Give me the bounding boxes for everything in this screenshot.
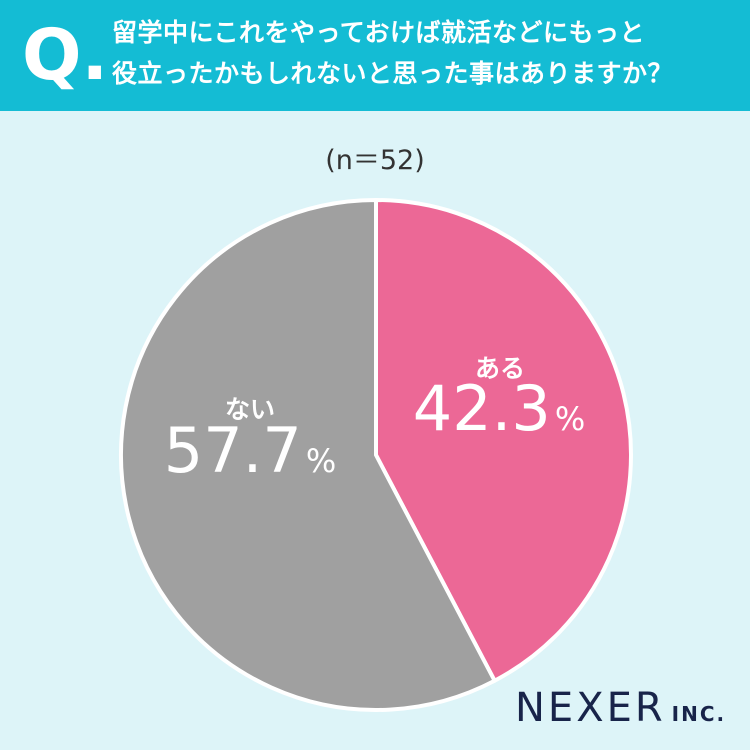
slice-nai bbox=[119, 198, 497, 712]
question-text: 留学中にこれをやっておけば就活などにもっと 役立ったかもしれないと思った事はあり… bbox=[112, 12, 742, 94]
question-header: Q. 留学中にこれをやっておけば就活などにもっと 役立ったかもしれないと思った事… bbox=[0, 0, 750, 111]
question-mark: Q. bbox=[22, 14, 109, 96]
logo-name: NEXER bbox=[515, 685, 666, 731]
slice-value-label: 42.3% bbox=[413, 372, 585, 445]
question-line-1: 留学中にこれをやっておけば就活などにもっと bbox=[112, 18, 646, 47]
slice-category-label: ある bbox=[475, 354, 525, 383]
slice-value-label: 57.7% bbox=[164, 414, 336, 487]
slice-aru bbox=[374, 198, 633, 683]
slice-category-label: ない bbox=[225, 395, 275, 424]
question-line-2: 役立ったかもしれないと思った事はありますか？ bbox=[112, 59, 674, 88]
sample-size: (n＝52) bbox=[325, 145, 425, 176]
logo-suffix: INC. bbox=[671, 702, 727, 726]
company-logo: NEXER INC. bbox=[515, 685, 726, 731]
